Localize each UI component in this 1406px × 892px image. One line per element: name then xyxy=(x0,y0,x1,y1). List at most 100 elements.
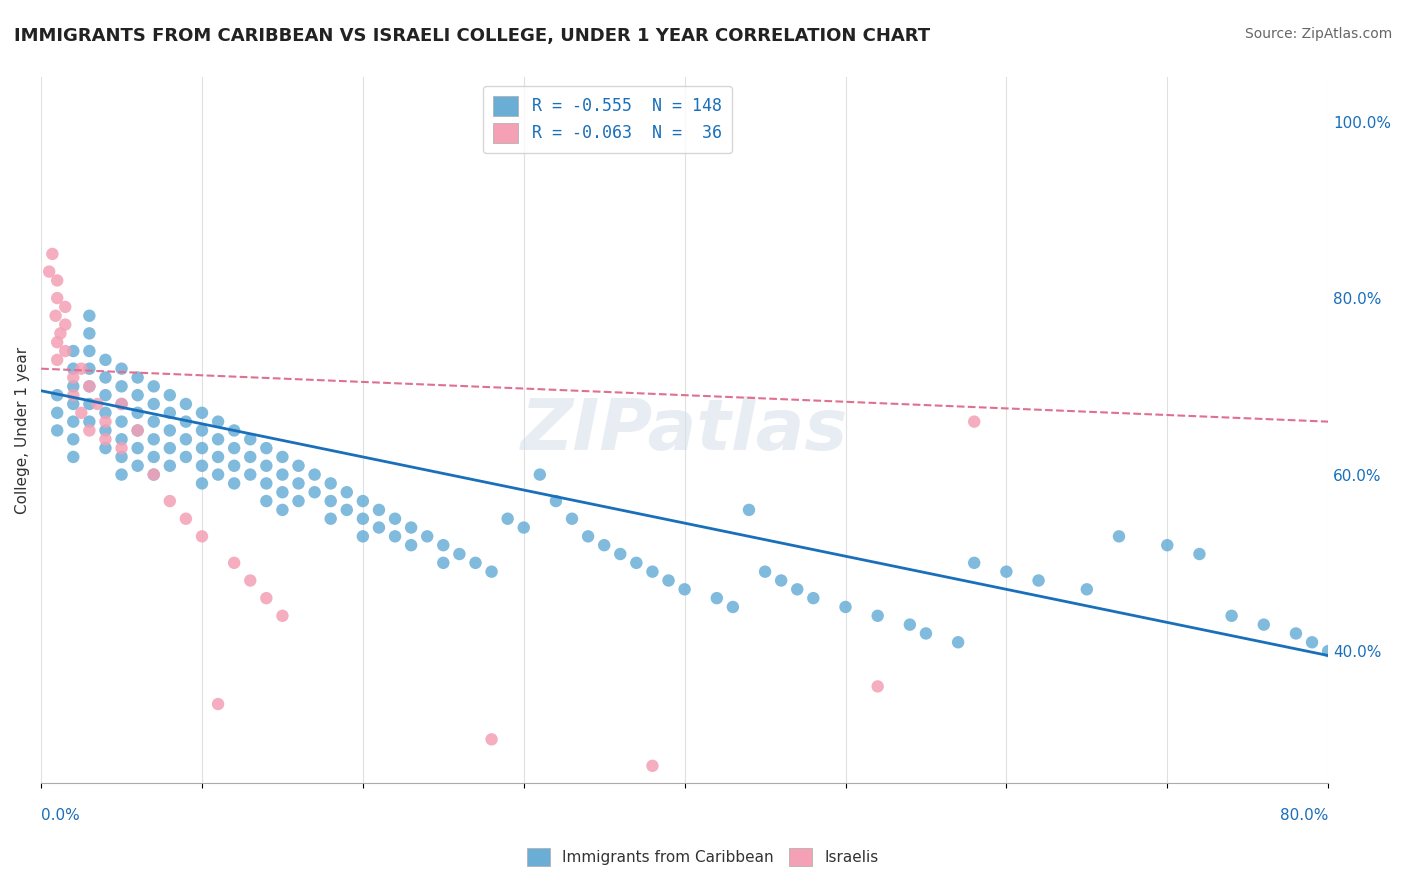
Point xyxy=(127,388,149,402)
Point xyxy=(239,450,262,464)
Point xyxy=(271,608,294,623)
Point xyxy=(706,591,728,606)
Point xyxy=(626,556,648,570)
Point xyxy=(561,512,583,526)
Point xyxy=(224,424,246,438)
Point xyxy=(963,415,986,429)
Point xyxy=(191,406,214,420)
Point xyxy=(110,379,132,393)
Point xyxy=(79,326,101,341)
Point xyxy=(46,352,69,367)
Point xyxy=(142,467,165,482)
Text: 80.0%: 80.0% xyxy=(1279,808,1329,823)
Point xyxy=(86,397,108,411)
Point xyxy=(62,361,84,376)
Point xyxy=(94,388,117,402)
Point xyxy=(110,441,132,455)
Point xyxy=(239,467,262,482)
Point xyxy=(481,565,503,579)
Point xyxy=(46,335,69,350)
Point xyxy=(254,441,277,455)
Point xyxy=(174,450,197,464)
Point xyxy=(94,432,117,446)
Point xyxy=(352,512,374,526)
Point xyxy=(191,476,214,491)
Point xyxy=(174,512,197,526)
Point xyxy=(62,450,84,464)
Point xyxy=(191,441,214,455)
Point xyxy=(53,344,76,359)
Point xyxy=(110,450,132,464)
Point xyxy=(62,415,84,429)
Y-axis label: College, Under 1 year: College, Under 1 year xyxy=(15,347,30,514)
Legend: R = -0.555  N = 148, R = -0.063  N =  36: R = -0.555 N = 148, R = -0.063 N = 36 xyxy=(484,86,731,153)
Point xyxy=(1076,582,1098,597)
Point xyxy=(449,547,471,561)
Point xyxy=(79,361,101,376)
Point xyxy=(41,247,63,261)
Point xyxy=(271,467,294,482)
Point xyxy=(159,406,181,420)
Point xyxy=(898,617,921,632)
Point xyxy=(110,467,132,482)
Point xyxy=(207,697,229,711)
Point xyxy=(142,432,165,446)
Point xyxy=(786,582,808,597)
Point xyxy=(304,467,326,482)
Point xyxy=(62,344,84,359)
Point xyxy=(609,547,631,561)
Point xyxy=(738,503,761,517)
Point xyxy=(207,467,229,482)
Point xyxy=(142,467,165,482)
Point xyxy=(368,503,391,517)
Text: 0.0%: 0.0% xyxy=(41,808,80,823)
Point xyxy=(271,485,294,500)
Point xyxy=(79,379,101,393)
Point xyxy=(254,476,277,491)
Point xyxy=(79,344,101,359)
Point xyxy=(915,626,938,640)
Point xyxy=(207,450,229,464)
Point xyxy=(352,494,374,508)
Point xyxy=(46,273,69,287)
Point xyxy=(94,406,117,420)
Point xyxy=(464,556,486,570)
Point xyxy=(529,467,551,482)
Point xyxy=(432,556,454,570)
Point xyxy=(1156,538,1178,552)
Point xyxy=(336,503,359,517)
Legend: Immigrants from Caribbean, Israelis: Immigrants from Caribbean, Israelis xyxy=(519,838,887,875)
Point xyxy=(159,441,181,455)
Point xyxy=(513,520,536,534)
Point xyxy=(53,318,76,332)
Point xyxy=(46,424,69,438)
Point xyxy=(94,370,117,384)
Point xyxy=(142,415,165,429)
Point xyxy=(304,485,326,500)
Point xyxy=(142,450,165,464)
Point xyxy=(271,503,294,517)
Point xyxy=(641,759,664,773)
Point xyxy=(1188,547,1211,561)
Point xyxy=(70,406,93,420)
Point xyxy=(174,397,197,411)
Point xyxy=(224,556,246,570)
Point xyxy=(254,494,277,508)
Point xyxy=(319,512,342,526)
Point xyxy=(191,458,214,473)
Point xyxy=(79,309,101,323)
Point xyxy=(174,432,197,446)
Point xyxy=(834,599,856,614)
Point xyxy=(127,424,149,438)
Point xyxy=(319,476,342,491)
Point xyxy=(79,379,101,393)
Point xyxy=(70,361,93,376)
Point xyxy=(1253,617,1275,632)
Point xyxy=(866,608,889,623)
Point xyxy=(641,565,664,579)
Point xyxy=(399,520,422,534)
Point xyxy=(110,397,132,411)
Point xyxy=(287,476,309,491)
Point xyxy=(1028,574,1050,588)
Point xyxy=(110,415,132,429)
